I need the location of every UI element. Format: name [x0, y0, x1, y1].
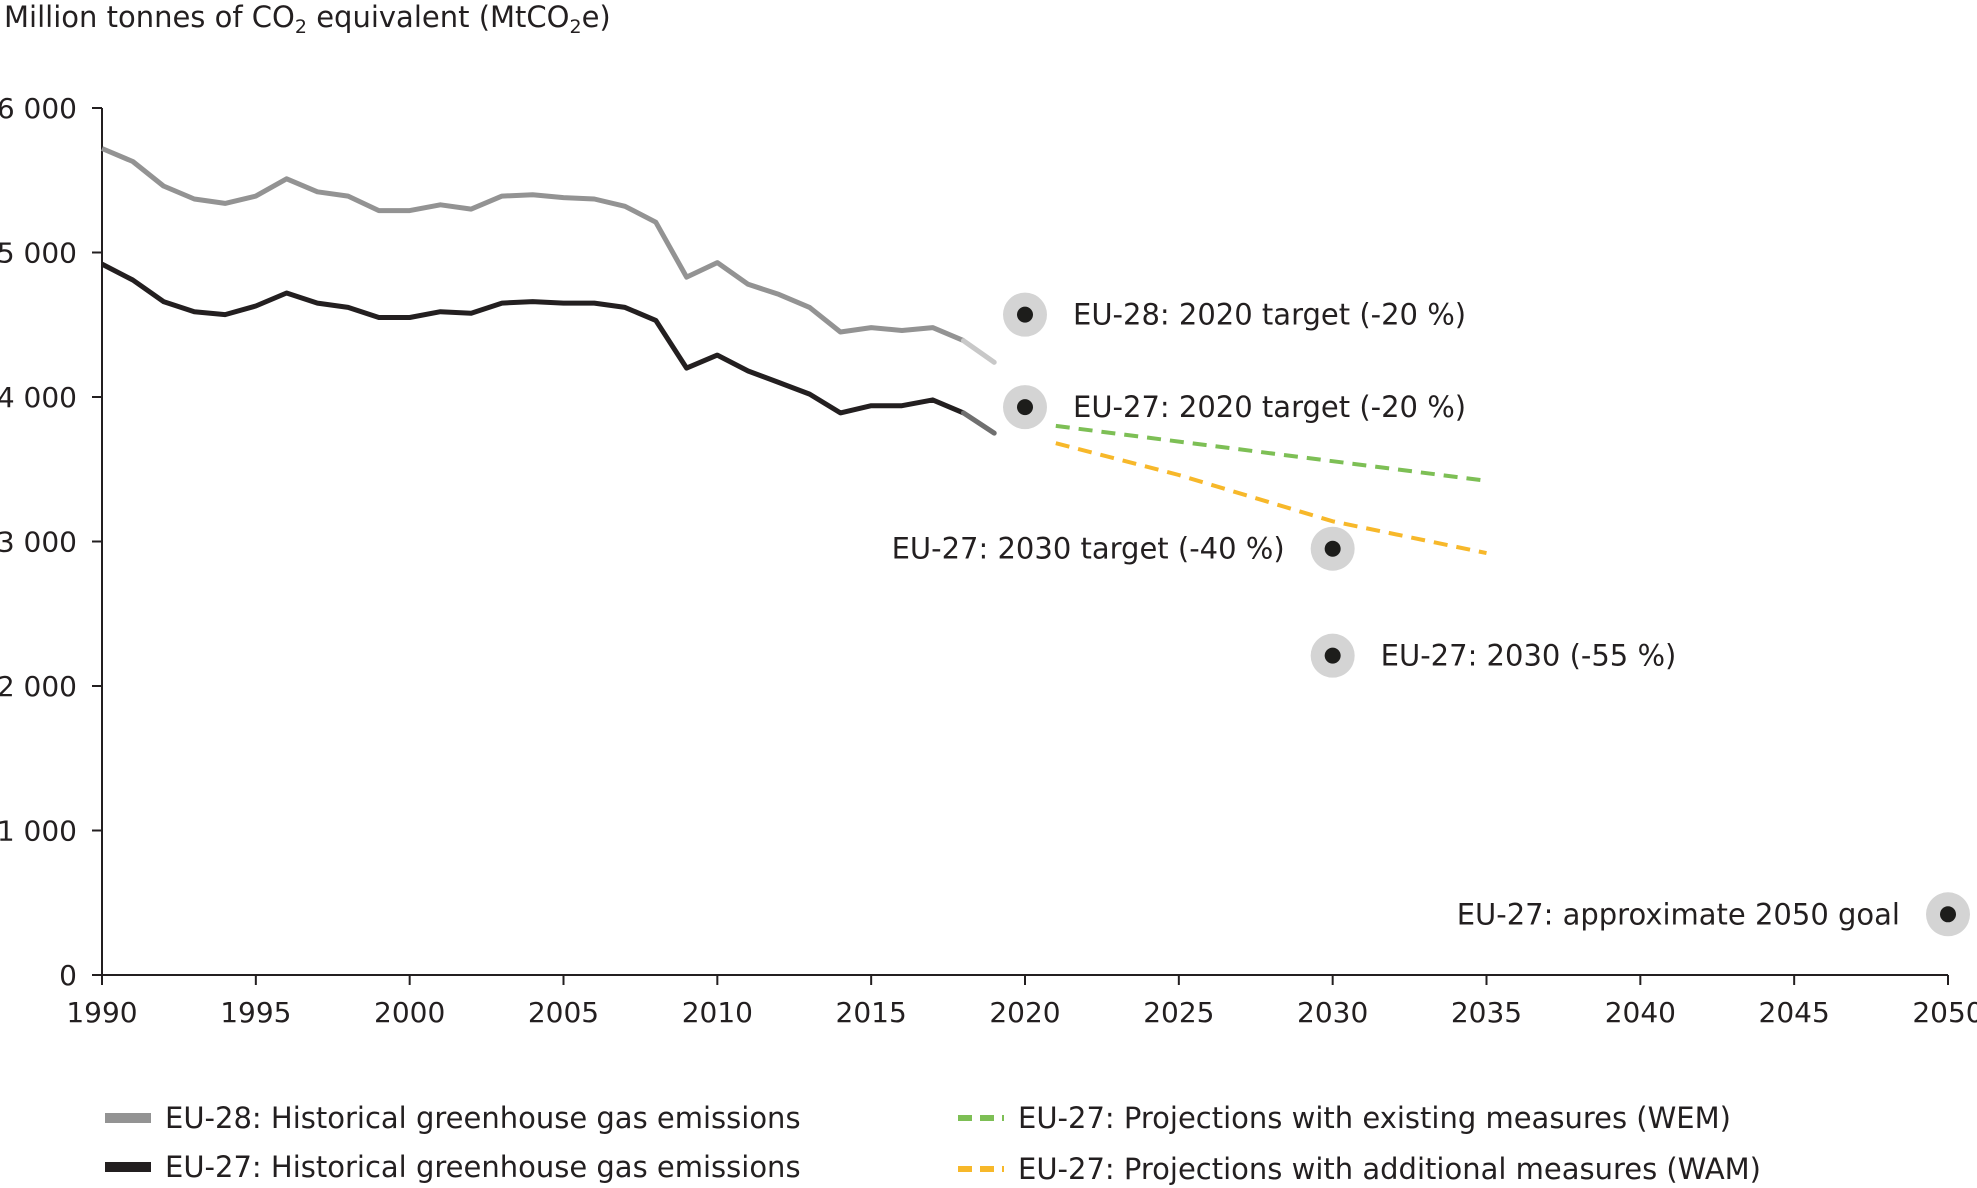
series-line-dashed [1055, 423, 1487, 483]
legend-label: EU-28: Historical greenhouse gas emissio… [165, 1101, 801, 1135]
target-label: EU-28: 2020 target (-20 %) [1073, 298, 1466, 332]
legend-item-eu27-historical: EU-27: Historical greenhouse gas emissio… [105, 1150, 801, 1184]
target-label: EU-27: 2030 (-55 %) [1381, 639, 1677, 673]
target-marker-dot [1940, 906, 1956, 923]
target-marker-dot [1017, 399, 1033, 416]
x-tick-label: 2010 [682, 996, 753, 1029]
legend-item-wem: EU-27: Projections with existing measure… [958, 1101, 1731, 1135]
x-tick-label: 2025 [1143, 996, 1214, 1029]
y-axis-title-subscript: 2 [569, 16, 582, 38]
series-line-proxy [960, 338, 997, 365]
x-tick-label: 2015 [836, 996, 907, 1029]
x-tick-label: 2040 [1605, 996, 1676, 1029]
emissions-chart: 0 1 000 2 000 3 000 4 000 5 000 6 000 1990 1995 2… [0, 92, 1977, 1029]
legend-label: EU-27: Projections with additional measu… [1018, 1152, 1761, 1186]
legend-item-eu28-historical: EU-28: Historical greenhouse gas emissio… [105, 1101, 801, 1135]
y-tick-label: 0 [59, 959, 77, 992]
target-marker-dot [1017, 306, 1033, 323]
y-axis-title: Million tonnes of CO2 equivalent (MtCO2e… [4, 0, 611, 37]
legend-swatch-solid-grey [105, 1113, 151, 1123]
x-tick-label: 2000 [374, 996, 445, 1029]
series-layer [100, 146, 1487, 556]
target-label: EU-27: 2020 target (-20 %) [1073, 390, 1466, 424]
legend-swatch-solid-black [105, 1162, 151, 1172]
y-tick-label: 4 000 [0, 381, 77, 414]
x-tick-label: 1995 [220, 996, 291, 1029]
y-tick-label: 5 000 [0, 237, 77, 270]
x-tick-label: 2020 [989, 996, 1060, 1029]
x-tick-label: 2050 [1912, 996, 1977, 1029]
series-line-solid [101, 146, 965, 343]
series-line-proxy [960, 410, 997, 436]
legend-item-wam: EU-27: Projections with additional measu… [958, 1152, 1761, 1186]
x-tick-label: 2005 [528, 996, 599, 1029]
x-tick-label: 2045 [1759, 996, 1830, 1029]
series-line-solid [100, 261, 965, 416]
y-tick-label: 3 000 [0, 526, 77, 559]
y-axis-title-part: e) [581, 0, 611, 34]
x-tick-label: 2030 [1297, 996, 1368, 1029]
y-axis-title-subscript: 2 [294, 16, 307, 38]
target-marker-dot [1324, 540, 1341, 557]
axes: 0 1 000 2 000 3 000 4 000 5 000 6 000 1990 1995 2… [0, 92, 1977, 1029]
x-tick-label: 2035 [1451, 996, 1522, 1029]
y-axis-title-part: Million tonnes of CO [4, 0, 295, 34]
series-line-dashed [1055, 441, 1487, 556]
legend-swatch-dashed-yellow [958, 1166, 1004, 1172]
legend-swatch-dashed-green [958, 1115, 1004, 1121]
y-tick-label: 6 000 [0, 92, 77, 125]
y-axis-title-part: equivalent (MtCO [306, 0, 570, 34]
legend-label: EU-27: Historical greenhouse gas emissio… [165, 1150, 801, 1184]
target-marker-dot [1324, 647, 1341, 664]
legend-label: EU-27: Projections with existing measure… [1018, 1101, 1731, 1135]
target-label: EU-27: 2030 target (-40 %) [892, 532, 1285, 566]
target-label: EU-27: approximate 2050 goal [1457, 897, 1900, 931]
x-tick-label: 1990 [66, 996, 137, 1029]
targets-layer: EU-28: 2020 target (-20 %) EU-27: 2020 ta… [892, 292, 1970, 937]
y-tick-label: 1 000 [0, 815, 77, 848]
y-tick-label: 2 000 [0, 670, 77, 703]
